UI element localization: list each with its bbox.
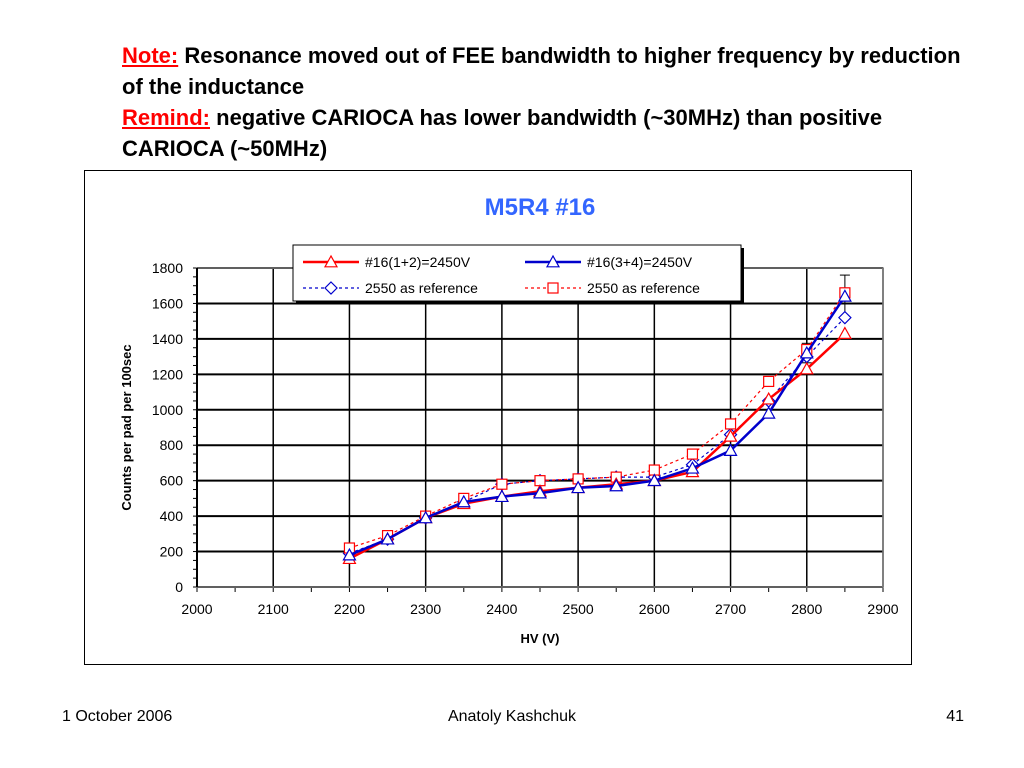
series-2-point (418, 510, 433, 524)
series-2-point (571, 480, 586, 494)
x-tick-label: 2800 (791, 601, 822, 617)
slide-header: Note: Resonance moved out of FEE bandwid… (122, 40, 972, 164)
series-4-point (724, 418, 737, 430)
x-axis-label: HV (V) (521, 631, 560, 646)
y-tick-label: 0 (175, 579, 183, 595)
remind-text: negative CARIOCA has lower bandwidth (~3… (122, 105, 883, 161)
series-2-point (532, 485, 548, 499)
series-2-point (342, 547, 357, 561)
x-tick-label: 2600 (639, 601, 670, 617)
x-tick-label: 2700 (715, 601, 746, 617)
series-4-point (686, 448, 699, 460)
series-2-point (380, 531, 395, 545)
legend-marker-3 (324, 281, 338, 295)
series-2-point (685, 461, 700, 474)
legend-marker-2 (545, 254, 561, 268)
x-tick-label: 2000 (181, 601, 212, 617)
y-tick-label: 400 (160, 508, 184, 524)
series-1-point (837, 326, 852, 339)
legend-label-1: #16(1+2)=2450V (365, 254, 471, 270)
series-2-point (647, 473, 662, 487)
note-line: Note: Resonance moved out of FEE bandwid… (122, 40, 972, 102)
chart-title: M5R4 #16 (485, 194, 596, 221)
legend-label-4: 2550 as reference (587, 280, 700, 296)
note-label: Note: (122, 43, 179, 68)
series-4-point (763, 375, 775, 388)
legend-box (292, 244, 742, 302)
remind-label: Remind: (122, 105, 210, 130)
series-1-point (723, 429, 738, 442)
series-2-point (609, 478, 624, 492)
x-tick-label: 2200 (334, 601, 365, 617)
x-tick-label: 2100 (258, 601, 289, 617)
y-tick-label: 600 (160, 473, 184, 489)
y-tick-label: 1600 (152, 295, 183, 311)
footer-page-number: 41 (946, 708, 964, 725)
series-4-point (496, 478, 508, 490)
series-line-4 (349, 292, 846, 549)
series-2-point (799, 345, 814, 359)
chart-svg: M5R4 #16 0 200 400 600 800 1000 1200 1400 1600 180… (119, 194, 899, 646)
series-2-point (837, 289, 852, 302)
y-axis-label: Counts per pad per 100sec (119, 344, 134, 510)
y-tick-label: 1000 (152, 402, 183, 418)
y-tick-label: 200 (160, 544, 184, 560)
legend-marker-1 (323, 254, 339, 268)
x-tick-label: 2500 (563, 601, 594, 617)
series-1-point (761, 391, 776, 405)
chart-frame: M5R4 #16 0 200 400 600 800 1000 1200 1400 1600 180… (84, 170, 912, 665)
footer-date: 1 October 2006 (62, 708, 173, 725)
series-2-point (723, 443, 738, 456)
y-tick-label: 1200 (152, 366, 183, 382)
x-tick-label: 2400 (486, 601, 517, 617)
legend-marker-4 (547, 282, 559, 294)
plot-area-border (196, 267, 884, 588)
series-2-point (761, 406, 776, 419)
footer-author: Anatoly Kashchuk (447, 708, 577, 725)
series-line-2 (348, 295, 846, 557)
remind-line: Remind: negative CARIOCA has lower bandw… (122, 102, 972, 164)
series-2-point (494, 489, 509, 503)
series-3-point (838, 310, 852, 325)
y-tick-label: 800 (160, 437, 184, 453)
y-tick-label: 1800 (152, 260, 183, 276)
y-tick-label: 1400 (152, 331, 183, 347)
legend-label-3: 2550 as reference (365, 280, 478, 296)
x-tick-label: 2900 (867, 601, 898, 617)
series-2-point (456, 494, 471, 508)
x-tick-label: 2300 (410, 601, 441, 617)
legend-label-2: #16(3+4)=2450V (587, 254, 693, 270)
note-text: Resonance moved out of FEE bandwidth to … (122, 43, 961, 99)
series-1-point (799, 361, 814, 375)
